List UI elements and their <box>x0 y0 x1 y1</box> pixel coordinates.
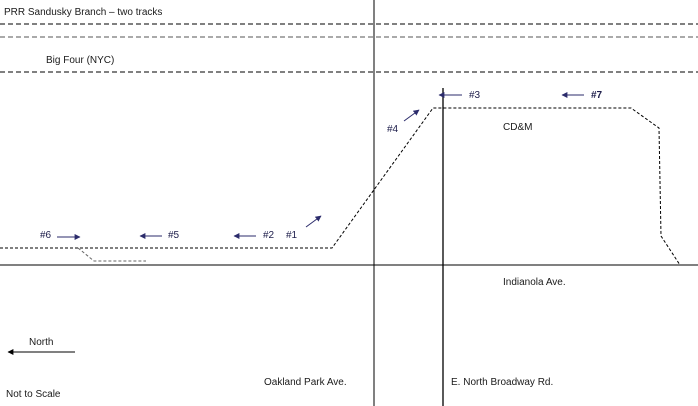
marker-7: #7 <box>591 90 603 101</box>
e-north-broadway-label: E. North Broadway Rd. <box>451 377 553 388</box>
marker-5: #5 <box>168 230 180 241</box>
marker-2: #2 <box>263 230 275 241</box>
cdm-label: CD&M <box>503 122 532 133</box>
oakland-park-ave-label: Oakland Park Ave. <box>264 377 347 388</box>
big-four-label: Big Four (NYC) <box>46 55 114 66</box>
marker-4: #4 <box>387 124 399 135</box>
north-label: North <box>29 337 53 348</box>
prr-sandusky-label: PRR Sandusky Branch – two tracks <box>4 7 162 18</box>
marker-1: #1 <box>286 230 298 241</box>
arrow-icon <box>305 215 322 228</box>
marker-3: #3 <box>469 90 481 101</box>
marker-6: #6 <box>40 230 52 241</box>
arrow-icon <box>403 109 420 122</box>
cdm-track <box>0 107 681 266</box>
not-to-scale-label: Not to Scale <box>6 389 61 400</box>
spur-track <box>77 247 146 262</box>
indianola-ave-label: Indianola Ave. <box>503 277 566 288</box>
